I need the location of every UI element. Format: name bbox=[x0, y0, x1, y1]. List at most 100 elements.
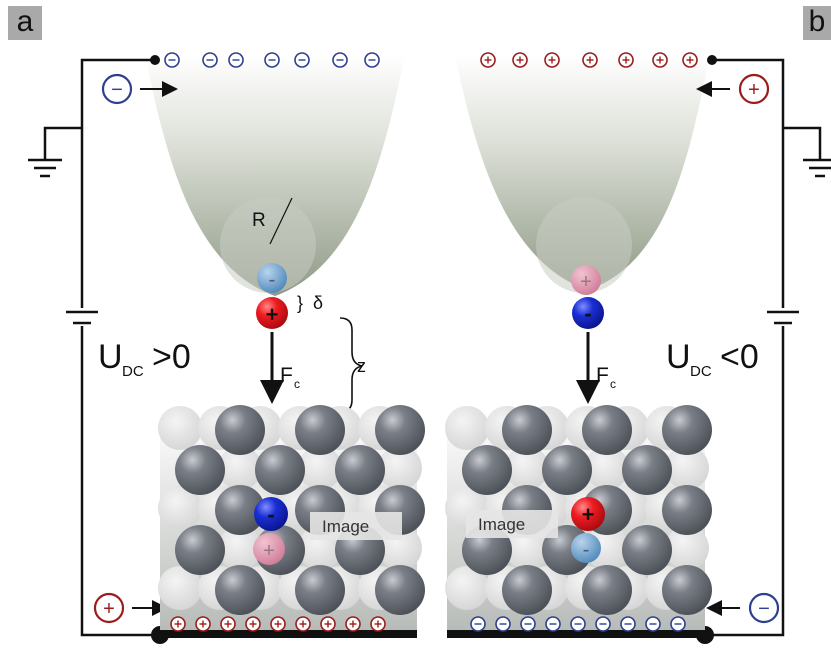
probe-atom: - bbox=[572, 297, 604, 329]
brace-icon: } bbox=[297, 293, 303, 313]
tip-charge-indicator: − bbox=[101, 73, 178, 105]
lattice-atom bbox=[295, 405, 345, 455]
positive-charge bbox=[345, 616, 361, 632]
negative-charge bbox=[620, 616, 636, 632]
tip-body bbox=[455, 55, 710, 290]
surface-atom: - bbox=[254, 497, 288, 531]
positive-charge bbox=[195, 616, 211, 632]
lattice-atom bbox=[662, 485, 712, 535]
lattice-atom bbox=[502, 565, 552, 615]
tip-body bbox=[145, 55, 405, 296]
substrate-charge-indicator: + bbox=[93, 592, 168, 624]
substrate-plate bbox=[447, 630, 705, 638]
tip-apex-atom: + bbox=[571, 265, 601, 295]
voltage-relation: <0 bbox=[720, 338, 759, 376]
negative-charge bbox=[202, 52, 218, 68]
wire-node-top bbox=[707, 55, 717, 65]
positive-charge bbox=[582, 52, 598, 68]
radius-line bbox=[269, 197, 293, 245]
lattice-atom bbox=[215, 405, 265, 455]
image-charge-sign: + bbox=[263, 540, 275, 562]
substrate-charge-indicator: − bbox=[706, 592, 780, 624]
positive-charge bbox=[220, 616, 236, 632]
surface-atom-sign: + bbox=[582, 502, 595, 527]
brace-icon bbox=[339, 317, 363, 413]
tip-apex-atom-sign: + bbox=[580, 271, 592, 293]
wire-node-top bbox=[150, 55, 160, 65]
background-atom bbox=[445, 406, 489, 450]
wire-bottom-right bbox=[705, 326, 785, 637]
tip-charges-b bbox=[480, 52, 698, 68]
negative-charge bbox=[570, 616, 586, 632]
lattice-atom bbox=[215, 565, 265, 615]
substrate-charges-b bbox=[470, 616, 686, 632]
ground-icon bbox=[28, 126, 82, 178]
lattice-atom bbox=[215, 485, 265, 535]
positive-charge bbox=[618, 52, 634, 68]
tip-apex-atom: - bbox=[257, 263, 287, 293]
voltage-subscript: DC bbox=[690, 363, 712, 380]
battery-icon bbox=[66, 310, 98, 325]
positive-charge bbox=[652, 52, 668, 68]
substrate-charge-sign: − bbox=[758, 598, 770, 620]
lattice-atom bbox=[375, 405, 425, 455]
negative-charge bbox=[470, 616, 486, 632]
negative-charge bbox=[264, 52, 280, 68]
probe-atom: + bbox=[256, 297, 288, 329]
negative-charge bbox=[228, 52, 244, 68]
lattice-atom bbox=[662, 565, 712, 615]
force-label: F bbox=[596, 364, 609, 387]
negative-charge bbox=[495, 616, 511, 632]
panel-a: R − bbox=[28, 52, 425, 644]
negative-charge bbox=[364, 52, 380, 68]
lattice-atom bbox=[462, 445, 512, 495]
image-label-box bbox=[466, 510, 558, 538]
tip-apex-atom-sign: - bbox=[269, 269, 276, 291]
lattice-atom bbox=[582, 565, 632, 615]
probe-atom-sign: - bbox=[584, 301, 591, 326]
negative-charge bbox=[164, 52, 180, 68]
surface-atom-sign: - bbox=[267, 502, 274, 527]
negative-charge bbox=[294, 52, 310, 68]
tip-charge-sign: + bbox=[748, 79, 760, 101]
distance-label: z bbox=[357, 356, 366, 376]
image-label: Image bbox=[478, 515, 525, 534]
substrate-charge-sign: + bbox=[103, 598, 115, 620]
image-label: Image bbox=[322, 517, 369, 536]
image-charge-atom: + bbox=[253, 533, 285, 565]
background-atom bbox=[445, 566, 489, 610]
positive-charge bbox=[480, 52, 496, 68]
surface-atom: + bbox=[571, 497, 605, 531]
wire-top-right bbox=[712, 58, 785, 308]
background-atom bbox=[158, 406, 202, 450]
lattice-atom bbox=[295, 565, 345, 615]
panel-b: + − + - F c U DC <0 I bbox=[445, 52, 831, 644]
background-atom bbox=[585, 446, 629, 490]
force-subscript: c bbox=[294, 377, 300, 391]
ground-icon bbox=[783, 126, 831, 178]
radius-label: R bbox=[252, 210, 266, 231]
negative-charge bbox=[645, 616, 661, 632]
tip-radius-circle bbox=[220, 197, 316, 293]
lattice-atom bbox=[175, 445, 225, 495]
tip-charge-sign: − bbox=[111, 79, 123, 101]
positive-charge bbox=[320, 616, 336, 632]
positive-charge bbox=[512, 52, 528, 68]
lattice-atom bbox=[662, 405, 712, 455]
background-atom bbox=[218, 526, 262, 570]
background-atom bbox=[665, 446, 709, 490]
lattice-atom bbox=[335, 445, 385, 495]
background-atom bbox=[298, 446, 342, 490]
probe-atom-sign: + bbox=[266, 302, 279, 327]
substrate-charges-a bbox=[170, 616, 386, 632]
background-atom bbox=[378, 446, 422, 490]
background-atom bbox=[505, 446, 549, 490]
negative-charge bbox=[595, 616, 611, 632]
lattice-atom bbox=[255, 445, 305, 495]
wire-bottom-left bbox=[80, 326, 160, 637]
panel-a-tag: a bbox=[8, 6, 42, 40]
image-label-box bbox=[310, 512, 402, 540]
sample-slab-a bbox=[158, 405, 425, 630]
negative-charge bbox=[332, 52, 348, 68]
